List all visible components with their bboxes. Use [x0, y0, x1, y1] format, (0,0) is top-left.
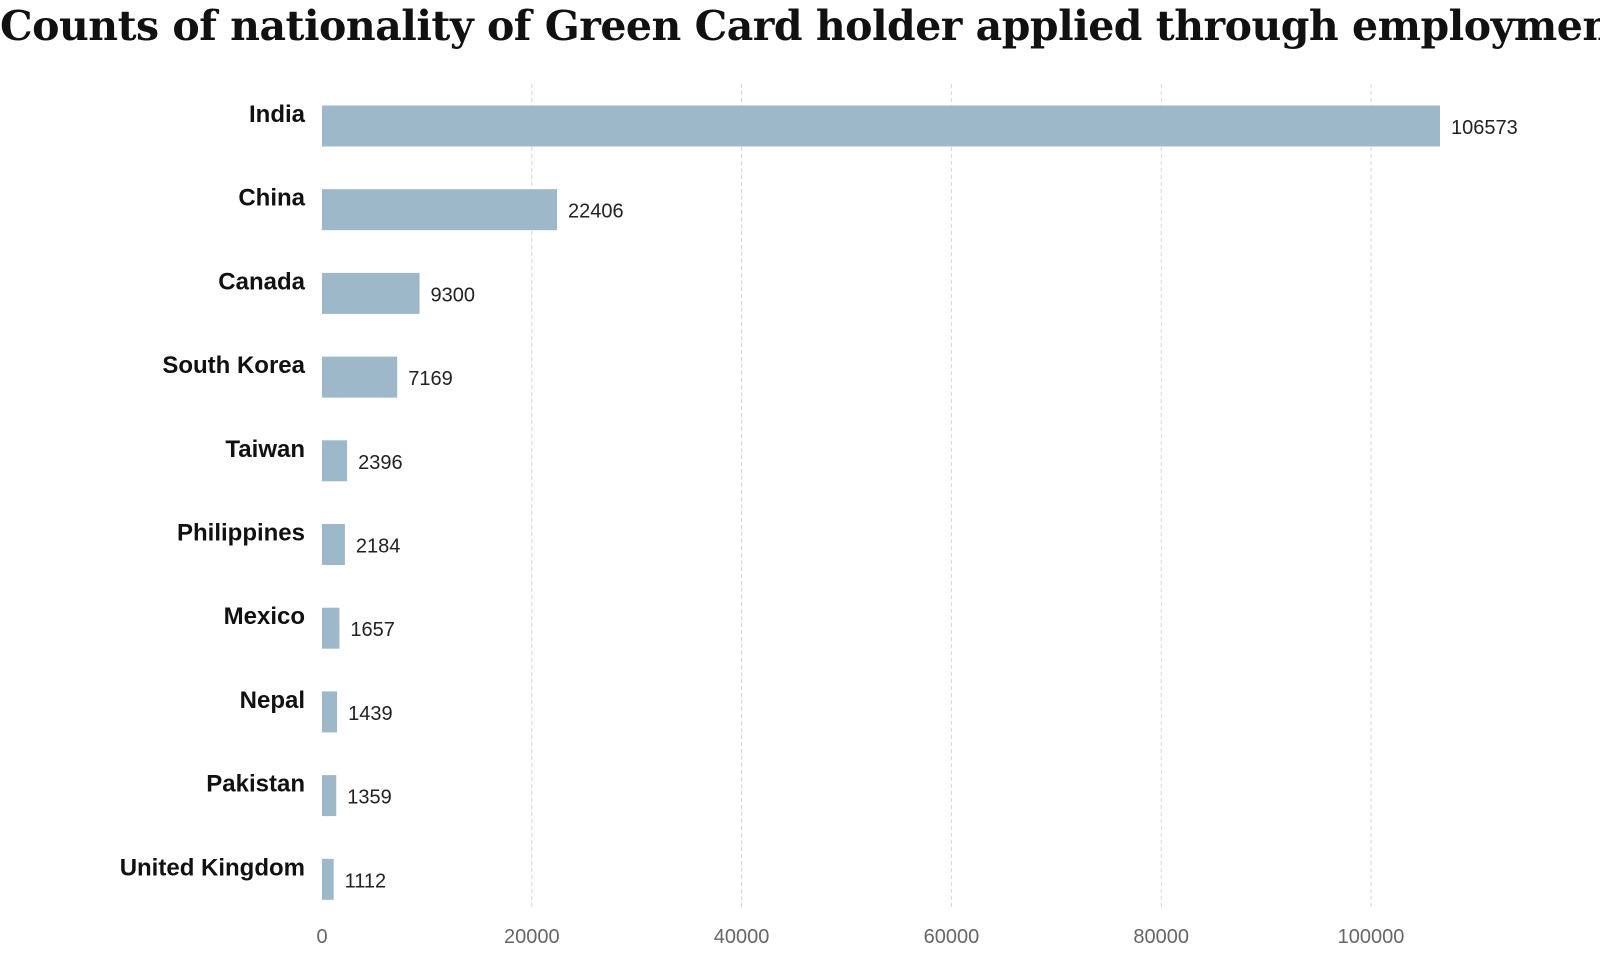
bar [322, 356, 398, 398]
value-label: 2184 [356, 536, 401, 558]
value-label: 7169 [408, 368, 453, 390]
category-label: Pakistan [206, 771, 305, 798]
value-label: 1112 [345, 870, 387, 892]
category-label: Canada [218, 268, 305, 295]
x-axis-ticks: 0 20000 40000 60000 80000 100000 [316, 926, 1404, 948]
x-tick-label: 60000 [924, 926, 980, 948]
bar [322, 105, 1440, 147]
value-label: 1657 [350, 619, 395, 641]
bar [322, 775, 337, 817]
category-label: Nepal [240, 687, 305, 714]
category-label: Mexico [224, 603, 305, 630]
x-tick-label: 20000 [504, 926, 560, 948]
value-label: 106573 [1451, 117, 1518, 139]
bar [322, 691, 338, 733]
value-label: 1439 [348, 703, 393, 725]
bar [322, 272, 420, 314]
category-label: South Korea [162, 352, 305, 379]
chart-title: Counts of nationality of Green Card hold… [0, 2, 1600, 50]
x-tick-label: 80000 [1133, 926, 1189, 948]
category-label: Taiwan [225, 436, 305, 463]
bar [322, 440, 348, 482]
category-label: Philippines [177, 520, 305, 547]
bar [322, 189, 558, 231]
category-label: China [238, 185, 305, 212]
value-label: 2396 [358, 452, 403, 474]
value-label: 9300 [431, 284, 476, 306]
x-tick-label: 0 [316, 926, 327, 948]
value-labels: 106573 22406 9300 7169 2396 2184 1657 1439 1359 1… [345, 117, 1518, 892]
x-tick-label: 100000 [1338, 926, 1405, 948]
bars [322, 105, 1440, 900]
category-labels: India China Canada South Korea Taiwan Philipp… [120, 101, 306, 881]
x-tick-label: 40000 [714, 926, 770, 948]
bar [322, 524, 345, 565]
gridlines [531, 84, 1372, 908]
category-label: United Kingdom [120, 854, 305, 881]
value-label: 22406 [568, 201, 624, 223]
bar [322, 858, 334, 900]
category-label: India [249, 101, 306, 128]
value-label: 1359 [347, 787, 392, 809]
bar [322, 607, 340, 649]
